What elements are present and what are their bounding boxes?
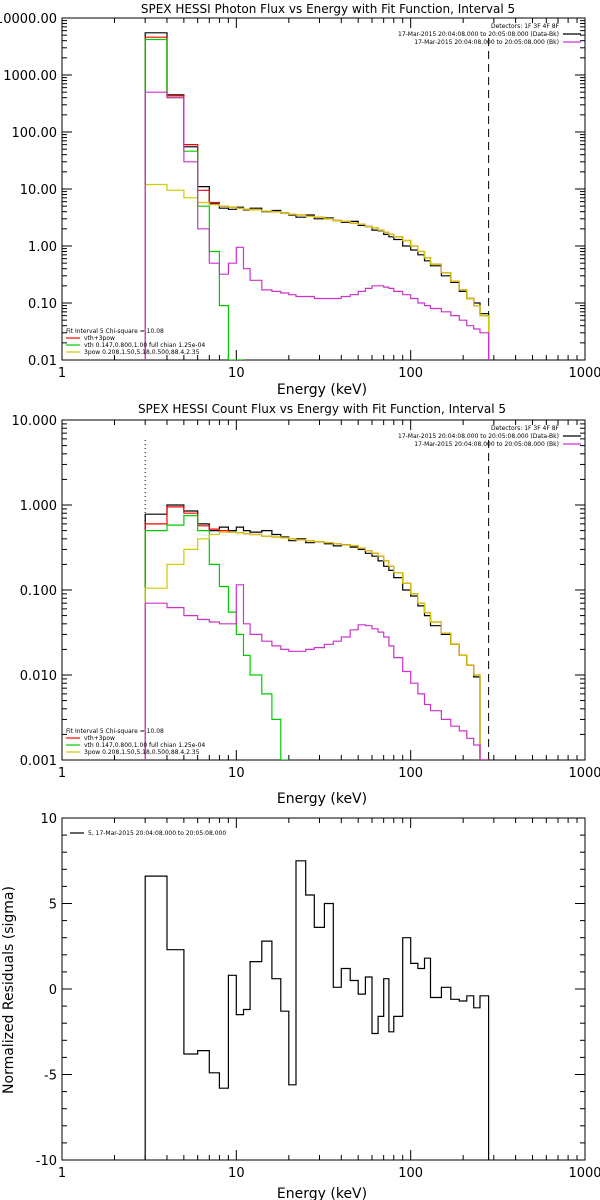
series-group xyxy=(144,32,490,360)
plot-frame xyxy=(61,419,586,761)
series-line-data-bk xyxy=(144,32,490,360)
legend-entry: 5, 17-Mar-2015 20:04:08.000 to 20:05:08.… xyxy=(88,830,226,837)
series-line-bk xyxy=(144,584,489,760)
x-tick-label: 100 xyxy=(398,766,423,781)
legend-entry: Fit Interval 5 Chi-square = 10.08 xyxy=(66,728,164,735)
y-tick-label: 0.010 xyxy=(20,669,57,684)
series-line-data-bk xyxy=(144,504,489,760)
y-tick-label: 10000.00 xyxy=(0,12,57,27)
legend-entry: 17-Mar-2015 20:04:08.000 to 20:05:08.000… xyxy=(398,433,559,440)
series-line-vth xyxy=(144,515,289,760)
legend-entry: Detectors: 1F 3F 4F 8F xyxy=(491,425,560,432)
y-tick-label: -10 xyxy=(36,1154,57,1169)
legend-entry: 3pow 0.208,1.50,5.18,0.500,88.4,2.35 xyxy=(84,349,200,356)
x-tick-label: 10 xyxy=(228,1166,245,1181)
y-tick-label: 1000.00 xyxy=(3,69,57,84)
legend-entry: Detectors: 1F 3F 4F 8F xyxy=(491,23,560,30)
y-tick-label: 10 xyxy=(40,812,57,827)
plot-frame xyxy=(61,17,586,361)
x-axis-label: Energy (keV) xyxy=(277,791,367,807)
x-tick-label: 100 xyxy=(398,1166,423,1181)
x-tick-label: 1 xyxy=(58,366,66,381)
series-line-3pow xyxy=(144,183,490,360)
series-line-vth-3pow xyxy=(144,36,490,360)
plot-frame xyxy=(61,817,586,1161)
chart-title: SPEX HESSI Photon Flux vs Energy with Fi… xyxy=(141,2,515,16)
series-line-vth-3pow xyxy=(144,506,489,760)
legend-entry: 17-Mar-2015 20:04:08.000 to 20:05:08.000… xyxy=(398,31,559,38)
x-tick-label: 100 xyxy=(398,366,423,381)
y-tick-label: 10.00 xyxy=(20,183,57,198)
y-tick-label: 100.00 xyxy=(12,126,58,141)
legend-entry: 17-Mar-2015 20:04:08.000 to 20:05:08.000… xyxy=(414,39,559,46)
panel-count-flux: SPEX HESSI Count Flux vs Energy with Fit… xyxy=(12,402,600,807)
y-tick-label: 0.01 xyxy=(28,354,57,369)
chart-title: SPEX HESSI Count Flux vs Energy with Fit… xyxy=(138,402,506,416)
y-axis-label: Normalized Residuals (sigma) xyxy=(1,886,17,1094)
y-tick-label: 10.000 xyxy=(12,414,58,429)
legend-entry: vth+3pow xyxy=(84,735,115,742)
y-tick-label: 1.000 xyxy=(20,499,57,514)
legend-entry: Fit Interval 5 Chi-square = 10.08 xyxy=(66,328,164,335)
x-tick-label: 1000 xyxy=(568,766,600,781)
legend-entry: 3pow 0.208,1.50,5.18,0.500,88.4,2.35 xyxy=(84,749,200,756)
x-tick-label: 1 xyxy=(58,1166,66,1181)
series-line-vth xyxy=(144,38,244,360)
series-line-3pow xyxy=(144,531,489,760)
legend-entry: vth+3pow xyxy=(84,335,115,342)
series-line-residuals xyxy=(144,860,490,1160)
series-line-bk xyxy=(144,91,490,360)
y-tick-label: 5 xyxy=(49,898,57,913)
x-tick-label: 1 xyxy=(58,766,66,781)
legend-entry: vth 0.147,0.800,1.00 full chian 1.25e-04 xyxy=(84,342,205,349)
series-group xyxy=(144,860,490,1160)
legend-entry: vth 0.147,0.800,1.00 full chian 1.25e-04 xyxy=(84,742,205,749)
panel-photon-flux: SPEX HESSI Photon Flux vs Energy with Fi… xyxy=(0,2,600,398)
y-tick-label: 0.100 xyxy=(20,584,57,599)
x-tick-label: 10 xyxy=(228,366,245,381)
panel-residuals: Energy (keV) Normalized Residuals (sigma… xyxy=(1,812,600,1200)
x-tick-label: 10 xyxy=(228,766,245,781)
legend-entry: 17-Mar-2015 20:04:08.000 to 20:05:08.000… xyxy=(414,441,559,448)
y-tick-label: 0.001 xyxy=(20,754,57,769)
y-tick-label: 0.10 xyxy=(28,297,57,312)
y-tick-label: -5 xyxy=(44,1069,57,1084)
series-group xyxy=(144,504,489,760)
x-tick-label: 1000 xyxy=(568,366,600,381)
x-axis-label: Energy (keV) xyxy=(277,1186,367,1200)
x-axis-label: Energy (keV) xyxy=(277,382,367,398)
x-tick-label: 1000 xyxy=(568,1166,600,1181)
y-tick-label: 1.00 xyxy=(28,240,57,255)
y-tick-label: 0 xyxy=(49,983,57,998)
